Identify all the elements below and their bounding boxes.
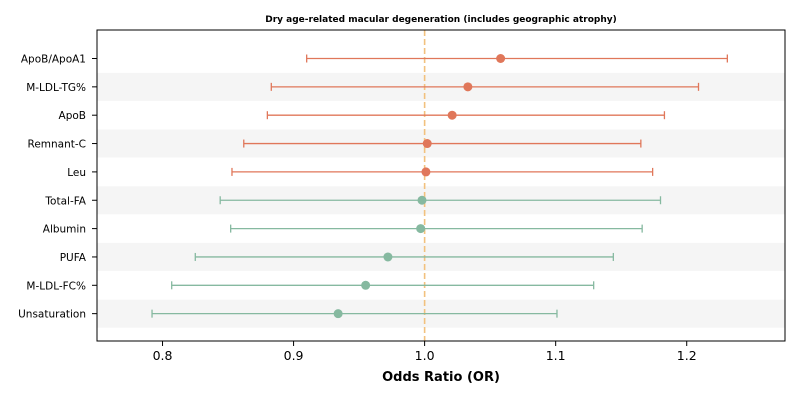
y-tick-labels: ApoB/ApoA1 M-LDL-TG% ApoB Remnant-C Leu Total… [18,54,97,321]
or-point [361,280,371,290]
chart-title: Dry age-related macular degeneration (in… [265,15,616,25]
x-axis: 0.8 0.9 1.0 1.1 1.2 [153,341,697,363]
or-point [447,110,457,120]
y-tick-label: PUFA [60,252,87,264]
or-point [383,252,393,262]
y-tick-label: Total-FA [44,195,86,207]
or-point [463,82,473,92]
y-tick-label: M-LDL-FC% [26,280,86,292]
or-point [421,167,431,177]
x-tick-label: 1.0 [415,348,435,363]
y-tick-label: Leu [67,167,86,179]
or-point [416,224,426,234]
or-point [417,195,427,205]
y-tick-label: ApoB [59,110,86,122]
x-tick-label: 0.9 [284,348,304,363]
y-tick-label: Unsaturation [18,309,86,321]
x-axis-label: Odds Ratio (OR) [382,370,500,385]
y-tick-label: ApoB/ApoA1 [21,54,86,66]
or-point [422,139,432,149]
plot-frame [96,29,786,342]
x-tick-label: 1.1 [546,348,566,363]
error-bars [151,54,728,318]
y-tick-label: Albumin [43,224,86,236]
point-estimates [333,54,506,319]
x-tick-label: 1.2 [677,348,697,363]
or-point [333,309,343,319]
or-point [496,54,506,63]
y-tick-label: M-LDL-TG% [26,82,86,94]
y-tick-label: Remnant-C [28,139,87,151]
x-tick-label: 0.8 [153,348,173,363]
